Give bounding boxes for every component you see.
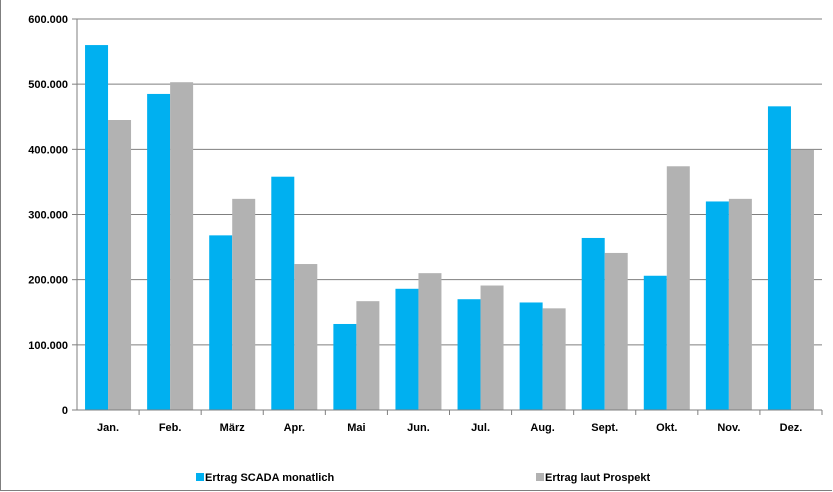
bar <box>728 198 752 410</box>
bar <box>356 301 380 410</box>
bar <box>147 93 171 411</box>
x-tick-label: Jul. <box>471 422 490 434</box>
bar <box>480 285 504 410</box>
bar <box>767 106 791 410</box>
legend-swatch <box>196 473 204 481</box>
bar <box>418 273 442 410</box>
bar <box>666 166 690 410</box>
legend-label: Ertrag laut Prospekt <box>545 472 650 484</box>
bars <box>85 45 814 411</box>
x-tick-label: Apr. <box>284 422 305 434</box>
bar <box>581 237 605 410</box>
bar <box>542 308 566 410</box>
bar <box>333 323 357 410</box>
x-tick-label: Jan. <box>97 422 119 434</box>
bar <box>209 235 233 410</box>
bar <box>790 149 814 411</box>
y-axis-ticks: 0 100.000 200.000 300.000 400.000 500.000 600.… <box>28 14 77 417</box>
legend: Ertrag SCADA monatlich Ertrag laut Prospe… <box>196 472 650 484</box>
bar <box>294 264 318 410</box>
bar <box>271 176 295 410</box>
gridlines <box>77 18 822 346</box>
y-tick-label: 0 <box>62 405 68 417</box>
legend-swatch <box>536 473 544 481</box>
y-tick-label: 200.000 <box>28 275 68 287</box>
x-tick-label: Mai <box>347 422 365 434</box>
x-tick-label: Okt. <box>656 422 677 434</box>
x-tick-label: März <box>220 422 246 434</box>
bar <box>643 275 667 410</box>
x-tick-label: Feb. <box>159 422 182 434</box>
y-tick-label: 600.000 <box>28 14 68 26</box>
y-tick-label: 300.000 <box>28 210 68 222</box>
bar <box>705 201 729 410</box>
bar <box>395 288 419 410</box>
bar <box>519 302 543 410</box>
bar <box>85 45 109 411</box>
x-axis-labels: Jan. Feb. März Apr. Mai Jun. Jul. Aug. Sept. Okt.… <box>97 410 823 434</box>
y-tick-label: 500.000 <box>28 79 68 91</box>
bar <box>604 252 628 410</box>
bar <box>232 198 256 410</box>
x-tick-label: Nov. <box>717 422 740 434</box>
y-tick-label: 400.000 <box>28 144 68 156</box>
x-tick-label: Sept. <box>591 422 618 434</box>
bar <box>170 82 194 410</box>
axes <box>76 19 822 411</box>
x-tick-label: Jun. <box>407 422 430 434</box>
legend-label: Ertrag SCADA monatlich <box>205 472 334 484</box>
x-tick-label: Aug. <box>530 422 554 434</box>
bar <box>108 120 132 410</box>
y-tick-label: 100.000 <box>28 340 68 352</box>
bar <box>457 299 481 410</box>
x-tick-label: Dez. <box>780 422 803 434</box>
